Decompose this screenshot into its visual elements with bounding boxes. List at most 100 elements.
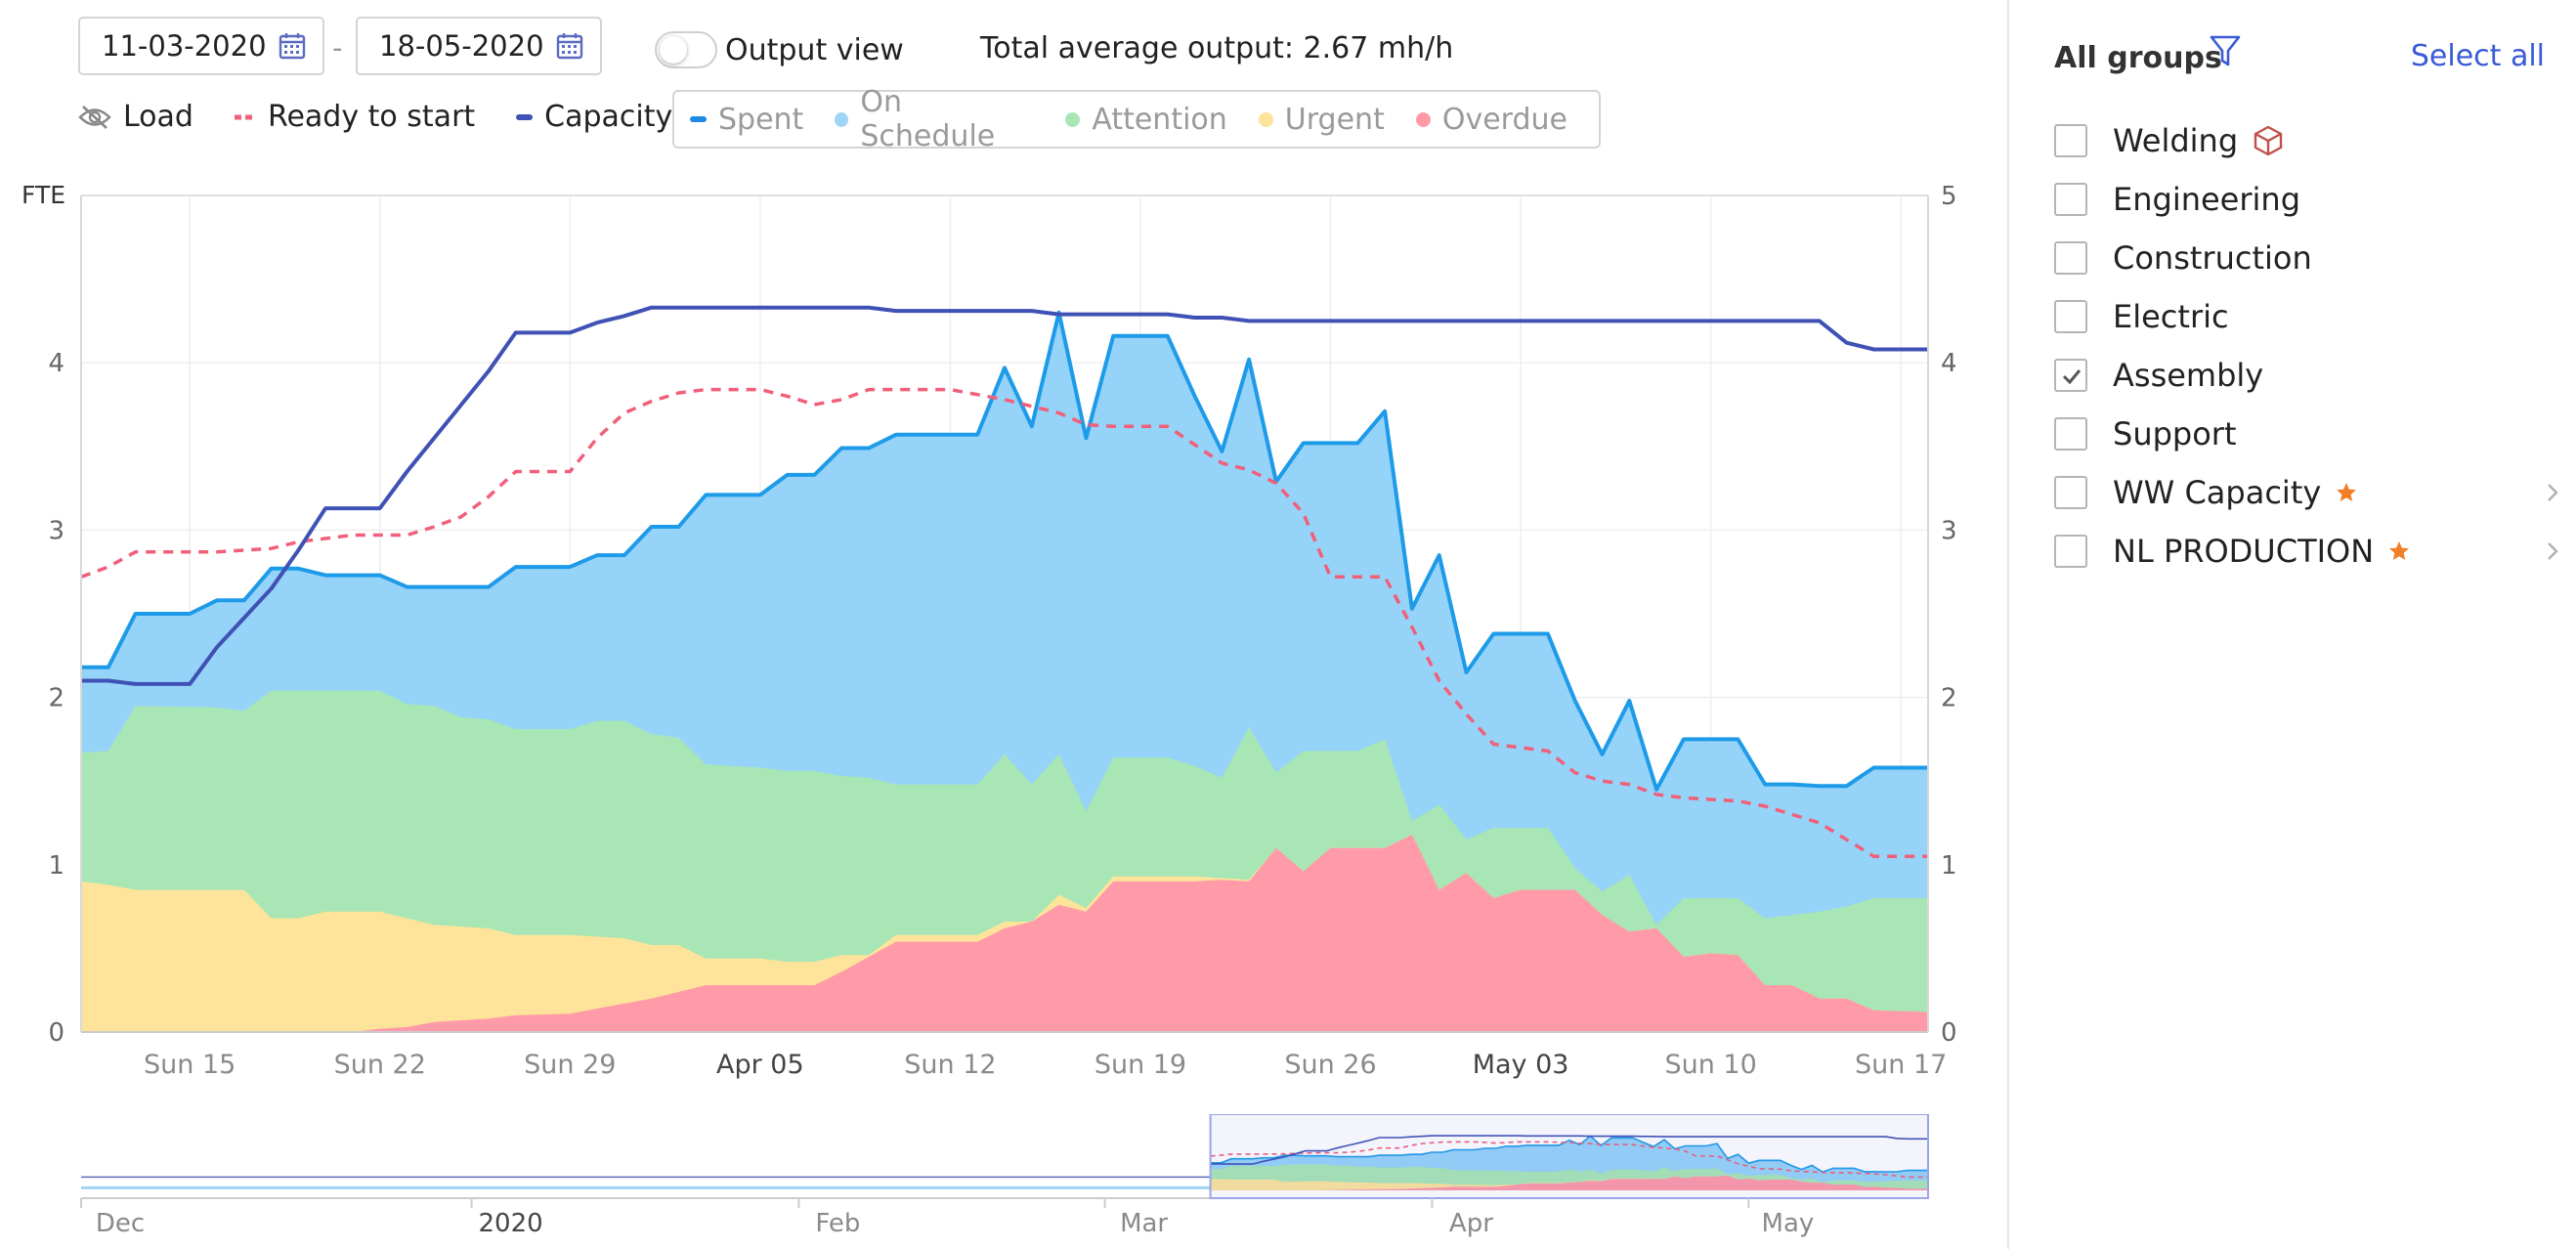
legend-overdue-label: Overdue: [1441, 102, 1567, 137]
group-filter-sidebar: All groups Select all Welding Engineering…: [2007, 0, 2576, 1249]
nav-tick-label: Dec: [96, 1209, 145, 1238]
calendar-icon[interactable]: [278, 31, 307, 61]
filter-icon[interactable]: [2209, 33, 2242, 70]
nav-tick-label: 2020: [479, 1209, 543, 1238]
range-navigator[interactable]: Dec 2020 Feb Mar Apr May: [0, 1114, 1974, 1249]
group-item-welding[interactable]: Welding: [2054, 111, 2562, 170]
y2-tick-label: 3: [1941, 516, 1957, 545]
group-checkbox[interactable]: [2054, 241, 2087, 275]
toggle-knob: [660, 36, 687, 64]
legend-item-spent[interactable]: Spent: [690, 103, 803, 137]
group-label: NL PRODUCTION: [2113, 533, 2375, 570]
group-label: WW Capacity: [2113, 474, 2322, 511]
legend-item-capacity[interactable]: Capacity: [516, 100, 672, 134]
navigator-selection-window[interactable]: [1209, 1114, 1929, 1199]
nav-ready-to-start-line: [1210, 1141, 1928, 1179]
nav-tick-label: May: [1762, 1209, 1815, 1238]
group-checkbox[interactable]: [2054, 417, 2087, 451]
x-tick-label: Apr 05: [716, 1050, 804, 1080]
nav-tick-label: Mar: [1120, 1209, 1168, 1238]
group-item-nl-production[interactable]: NL PRODUCTION: [2054, 522, 2562, 581]
cube-icon: [2254, 125, 2283, 156]
group-item-construction[interactable]: Construction: [2054, 229, 2562, 287]
group-label: Electric: [2113, 298, 2229, 335]
dashed-line-swatch: [234, 114, 256, 119]
group-label: Welding: [2113, 122, 2239, 159]
y-axis-title: FTE: [21, 181, 65, 209]
x-tick-label: Sun 22: [334, 1050, 426, 1080]
legend-urgent-label: Urgent: [1284, 102, 1385, 137]
stacked-areas: [81, 312, 1928, 1032]
group-item-engineering[interactable]: Engineering: [2054, 170, 2562, 229]
date-from-value: 11-03-2020: [102, 29, 267, 63]
legend-item-overdue[interactable]: Overdue: [1415, 102, 1567, 137]
group-label: Support: [2113, 415, 2237, 452]
date-separator: -: [332, 31, 343, 65]
legend-item-urgent[interactable]: Urgent: [1258, 102, 1385, 137]
group-checkbox[interactable]: [2054, 183, 2087, 216]
chevron-right-icon[interactable]: [2543, 538, 2562, 565]
legend-attention-label: Attention: [1092, 102, 1227, 137]
legend-spent-label: Spent: [718, 102, 804, 137]
calendar-icon[interactable]: [555, 31, 584, 61]
total-average-output: Total average output: 2.67 mh/h: [980, 31, 1454, 65]
on-schedule-swatch: [835, 111, 849, 127]
y2-tick-label: 5: [1941, 182, 1957, 211]
group-label: Assembly: [2113, 357, 2264, 394]
x-tick-label: Sun 19: [1095, 1050, 1186, 1080]
x-tick-label: May 03: [1473, 1050, 1569, 1080]
y-tick-label: 4: [48, 349, 64, 378]
chevron-right-icon[interactable]: [2543, 479, 2562, 506]
x-tick-label: Sun 15: [144, 1050, 236, 1080]
y2-tick-label: 4: [1941, 349, 1957, 378]
star-icon: [2337, 483, 2357, 501]
group-item-ww-capacity[interactable]: WW Capacity: [2054, 463, 2562, 522]
legend-ready-label: Ready to start: [267, 100, 476, 134]
star-icon: [2389, 541, 2410, 560]
group-checkbox[interactable]: [2054, 535, 2087, 568]
capacity-line: [81, 305, 1928, 686]
capacity-swatch: [516, 113, 534, 120]
legend-item-attention[interactable]: Attention: [1065, 102, 1227, 137]
group-checkbox[interactable]: [2054, 359, 2087, 392]
group-item-assembly[interactable]: Assembly: [2054, 346, 2562, 405]
x-tick-label: Sun 10: [1664, 1050, 1756, 1080]
group-checkbox[interactable]: [2054, 476, 2087, 509]
x-tick-label: Sun 12: [904, 1050, 996, 1080]
status-legend: Spent On Schedule Attention Urgent Overd…: [672, 85, 1601, 153]
x-tick-label: Sun 17: [1855, 1050, 1947, 1080]
legend-item-on-schedule[interactable]: On Schedule: [835, 85, 1034, 153]
group-checkbox[interactable]: [2054, 300, 2087, 333]
output-view-toggle[interactable]: [655, 31, 717, 68]
x-tick-label: Sun 29: [524, 1050, 616, 1080]
select-all-link[interactable]: Select all: [2410, 39, 2545, 73]
date-from-input[interactable]: 11-03-2020: [78, 17, 324, 75]
group-item-support[interactable]: Support: [2054, 405, 2562, 463]
urgent-swatch: [1258, 111, 1273, 127]
series-lines: [80, 305, 1928, 858]
y-tick-label: 0: [48, 1018, 64, 1048]
spent-swatch: [690, 116, 707, 122]
spent-line: [81, 310, 1928, 792]
load-chart[interactable]: FTE 0 1 2 3 4 0 1 2 3 4 5 Sun 15 Sun 22 Sun 29 Apr 05 Su…: [0, 176, 1974, 1095]
date-to-input[interactable]: 18-05-2020: [356, 17, 602, 75]
group-checkbox[interactable]: [2054, 124, 2087, 157]
legend-load-label: Load: [123, 100, 193, 134]
nav-overdue-area: [1210, 1175, 1928, 1190]
y-tick-label: 1: [48, 851, 64, 881]
legend-item-ready-to-start[interactable]: Ready to start: [234, 100, 476, 134]
x-tick-label: Sun 26: [1284, 1050, 1376, 1080]
sidebar-title: All groups: [2054, 41, 2222, 75]
ready-to-start-line: [80, 387, 1928, 858]
y2-tick-label: 1: [1941, 851, 1957, 881]
legend-item-load[interactable]: Load: [78, 100, 193, 134]
overdue-swatch: [1415, 111, 1431, 127]
output-view-label: Output view: [725, 33, 904, 67]
group-label: Construction: [2113, 239, 2312, 277]
navigator-series: [81, 1135, 1928, 1190]
checkmark-icon: [2062, 369, 2082, 385]
y2-tick-label: 2: [1941, 684, 1957, 713]
legend-on-schedule-label: On Schedule: [860, 85, 996, 153]
group-item-electric[interactable]: Electric: [2054, 287, 2562, 346]
date-to-value: 18-05-2020: [379, 29, 544, 63]
